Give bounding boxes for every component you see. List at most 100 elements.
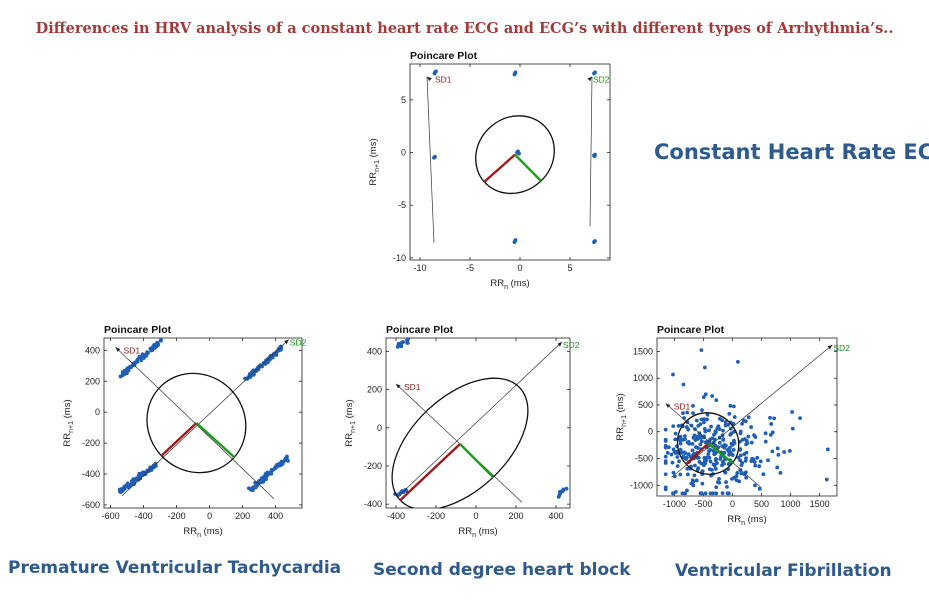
data-point [714,461,719,465]
sd2-segment [459,443,494,479]
y-tick-label: -500 [635,454,653,464]
data-point [691,483,696,488]
x-tick-label: 0 [473,511,478,521]
data-point [720,460,725,464]
data-point [558,491,562,496]
sd1-axis-line [426,76,435,244]
data-point [753,463,758,468]
chart-title: Poincare Plot [657,324,725,336]
data-point [699,439,704,444]
data-point [824,477,829,482]
caption-constant: Constant Heart Rate ECG [654,140,929,164]
data-point [685,410,690,415]
data-point [148,466,152,471]
y-tick-label: 5 [401,95,406,105]
data-point [126,483,131,488]
y-tick-label: -10 [393,253,406,263]
y-tick-label: 400 [367,346,382,356]
data-point [121,371,126,376]
sd2-label: SD2 [833,343,850,353]
data-point [685,466,690,471]
data-point [732,404,736,409]
y-tick-label: 200 [367,385,382,395]
data-point [713,467,718,471]
data-point [703,392,708,397]
data-point [749,440,754,445]
x-axis-label: RRn (ms) [183,526,222,539]
data-point [727,411,732,416]
x-tick-label: 5 [567,263,572,273]
sd1-label: SD1 [674,401,691,411]
sd1-segment [483,153,516,183]
data-point [671,470,676,475]
data-point [740,421,744,426]
y-tick-label: -200 [82,438,100,448]
sd1-arrow [115,347,121,352]
data-point [685,472,690,477]
data-point [671,424,676,429]
data-point [690,448,695,453]
data-point [156,343,160,348]
sd2-axis-line [671,344,833,478]
data-point [696,466,701,471]
data-point [710,394,715,398]
sd1-segment [685,442,709,466]
data-point [700,481,705,486]
data-point [689,423,694,428]
y-axis-label: RRn+1 (ms) [615,393,628,440]
data-point [775,446,780,451]
data-point [723,420,728,425]
data-point [727,447,732,451]
x-tick-label: -400 [135,511,153,521]
chart-svg: -10 -5 0 5 -10 -5 0 5 RRn (ms) RRn+1 (ms) SD1 SD2 [368,63,611,291]
sd2-label: SD2 [290,338,307,348]
data-point [666,445,671,450]
data-point [158,338,163,343]
chart-svg: -400 -200 0 200 400 -400 -200 0 200 400 RRn (ms) RR… [344,337,580,539]
data-point [677,459,681,464]
data-point [732,415,737,419]
data-point [703,491,708,496]
x-tick-label: 500 [754,499,769,509]
chart-svg: -1000 -500 0 500 1000 1500 -1000 -500 0 500 1000 15… [615,337,850,527]
y-tick-label: -5 [398,200,406,210]
data-point [694,445,698,450]
data-point [700,408,704,413]
chart-svg: -600 -400 -200 0 200 400 -600 -400 -200 0 200 400 RR… [62,338,307,539]
sd1-label: SD1 [124,345,141,355]
data-point [710,467,714,472]
data-point [722,450,727,455]
sd1-axis-line [665,403,762,489]
y-tick-label: 400 [85,345,100,355]
data-point [671,447,676,452]
data-point [675,455,680,459]
data-point [714,491,719,496]
data-point [255,483,259,488]
poincare-plot-pvt: -600 -400 -200 0 200 400 -600 -400 -200 0 200 400 RR… [52,318,322,548]
x-tick-label: 0 [730,499,735,509]
y-axis-label: RRn+1 (ms) [344,399,357,446]
data-point [663,454,668,459]
y-tick-label: 0 [95,407,100,417]
data-point [256,367,261,372]
data-point [724,443,728,448]
data-point [691,411,695,416]
data-point [676,424,681,428]
y-tick-label: -600 [82,500,100,510]
data-point [145,351,150,355]
data-point [705,417,709,422]
poincare-plot-shb: -400 -200 0 200 400 -400 -200 0 200 400 RRn (ms) RR… [338,318,588,548]
data-point [753,483,757,488]
data-point [724,480,728,484]
data-point [736,455,741,460]
chart-title: Poincare Plot [104,324,172,336]
data-point [592,154,597,159]
y-axis-label: RRn+1 (ms) [368,138,381,185]
data-point [663,437,668,442]
sd-ellipse [146,372,247,474]
data-point [669,452,674,457]
caption-pvt: Premature Ventricular Tachycardia [8,558,342,578]
x-tick-label: 1000 [781,499,801,509]
data-point [721,428,725,433]
data-point [682,434,687,439]
